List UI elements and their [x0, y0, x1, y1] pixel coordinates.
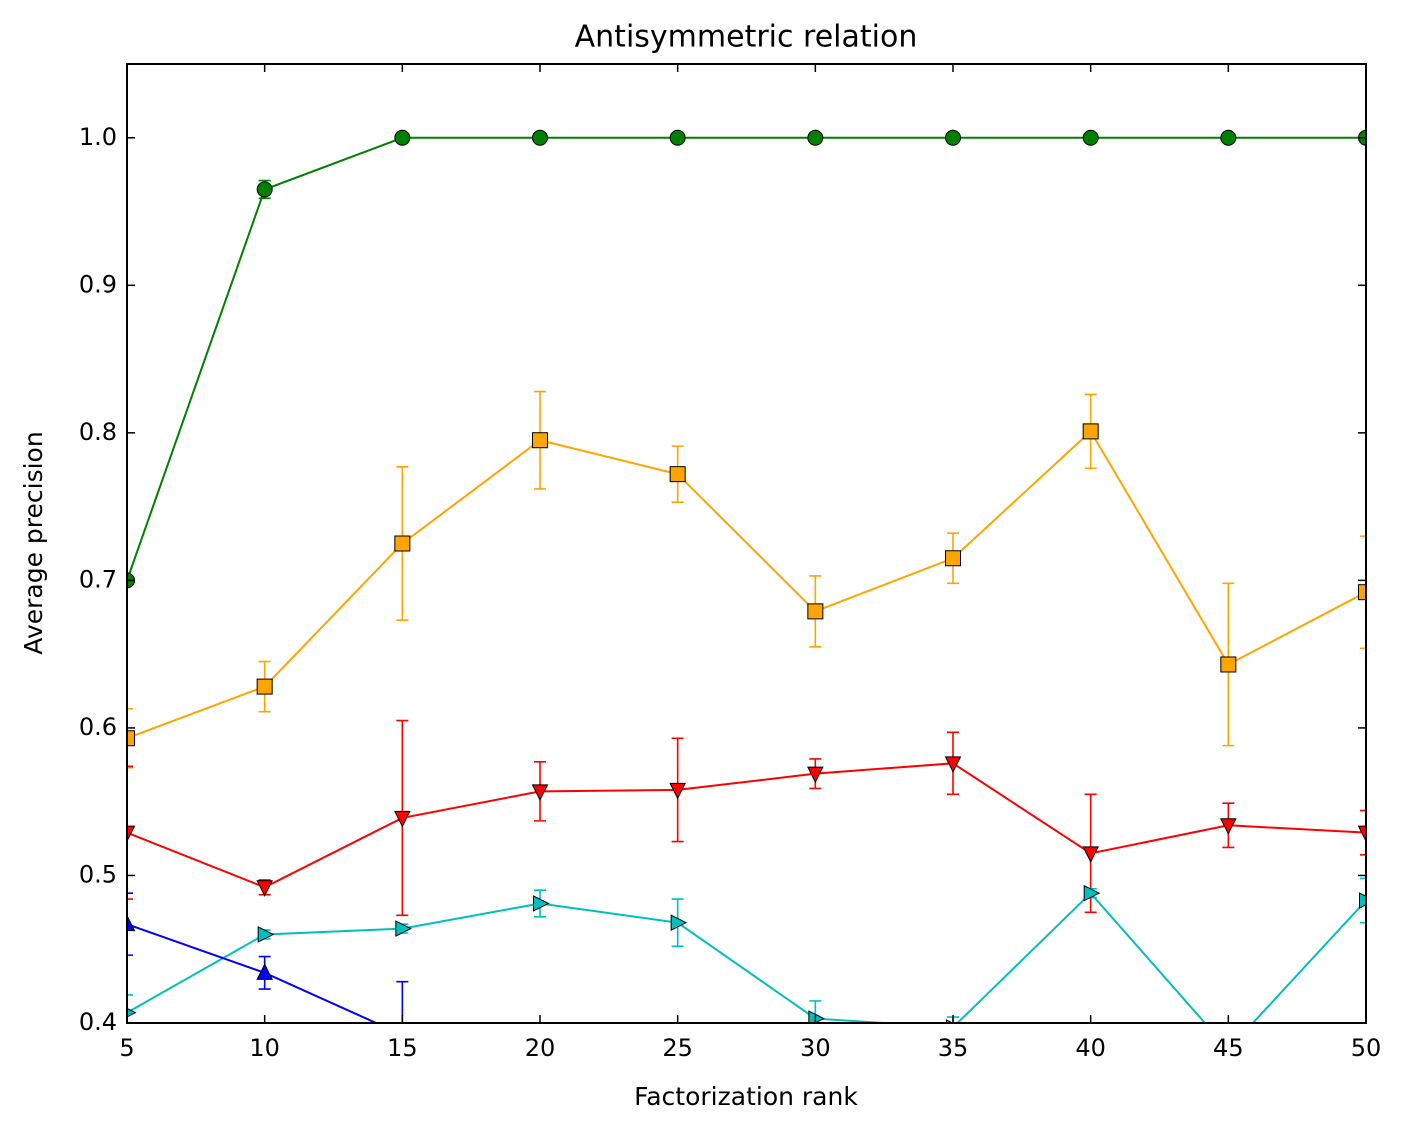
marker	[1358, 584, 1366, 601]
series-line	[127, 429, 1366, 740]
plot-area	[127, 129, 1366, 1023]
series-line	[127, 891, 1366, 1023]
marker	[256, 181, 273, 198]
y-axis-label: Average precision	[19, 431, 48, 654]
marker	[1082, 846, 1099, 863]
marker	[945, 550, 961, 567]
marker	[1082, 423, 1099, 440]
marker	[127, 730, 135, 747]
y-tick-label: 1.0	[79, 123, 117, 151]
marker	[532, 129, 548, 146]
error-bar	[1360, 809, 1366, 856]
marker	[669, 466, 686, 483]
x-tick-label: 45	[1213, 1034, 1244, 1062]
x-tick-label: 30	[800, 1034, 831, 1062]
marker	[945, 129, 961, 146]
marker	[944, 756, 962, 773]
marker	[807, 766, 824, 784]
x-tick-label: 10	[249, 1034, 280, 1062]
marker	[669, 129, 686, 146]
error-bar	[127, 994, 133, 1023]
marker	[127, 825, 136, 843]
y-tick-label: 0.9	[79, 270, 117, 298]
x-tick-label: 35	[938, 1034, 969, 1062]
x-tick-label: 20	[525, 1034, 556, 1062]
marker	[533, 895, 550, 912]
marker	[1220, 129, 1237, 146]
marker	[807, 603, 824, 620]
marker	[394, 535, 411, 552]
chart-title: Antisymmetric relation	[575, 20, 918, 55]
marker	[1357, 825, 1366, 843]
marker	[256, 678, 273, 695]
marker	[127, 914, 136, 932]
x-tick-label: 40	[1075, 1034, 1106, 1062]
y-tick-label: 0.7	[79, 565, 117, 593]
y-tick-label: 0.6	[79, 713, 117, 741]
marker	[394, 129, 411, 146]
marker	[257, 926, 275, 943]
x-axis-label: Factorization rank	[634, 1082, 858, 1111]
marker	[1220, 818, 1237, 835]
error-bar	[396, 980, 409, 1023]
x-tick-label: 50	[1351, 1034, 1382, 1062]
y-tick-label: 0.4	[79, 1008, 117, 1036]
error-bar	[1360, 535, 1366, 650]
marker	[1082, 129, 1099, 146]
plot-frame	[126, 63, 1367, 1024]
marker	[394, 810, 411, 828]
error-bar	[127, 892, 133, 956]
marker	[1359, 892, 1366, 909]
marker	[807, 129, 824, 146]
x-tick-label: 15	[387, 1034, 418, 1062]
marker	[532, 432, 548, 449]
y-tick-label: 0.5	[79, 860, 117, 888]
marker	[669, 782, 686, 800]
marker	[1220, 656, 1237, 673]
series-line	[127, 136, 1366, 581]
marker	[256, 963, 273, 980]
series-line	[127, 762, 1366, 889]
marker	[256, 880, 273, 897]
marker	[395, 920, 412, 937]
marker	[1083, 884, 1101, 902]
error-bar	[127, 765, 133, 900]
error-bar	[1360, 877, 1366, 924]
y-tick-label: 0.8	[79, 418, 117, 446]
x-tick-label: 5	[119, 1034, 134, 1062]
error-bar	[127, 707, 133, 769]
x-tick-label: 25	[662, 1034, 693, 1062]
marker	[670, 914, 688, 931]
marker	[531, 784, 549, 801]
